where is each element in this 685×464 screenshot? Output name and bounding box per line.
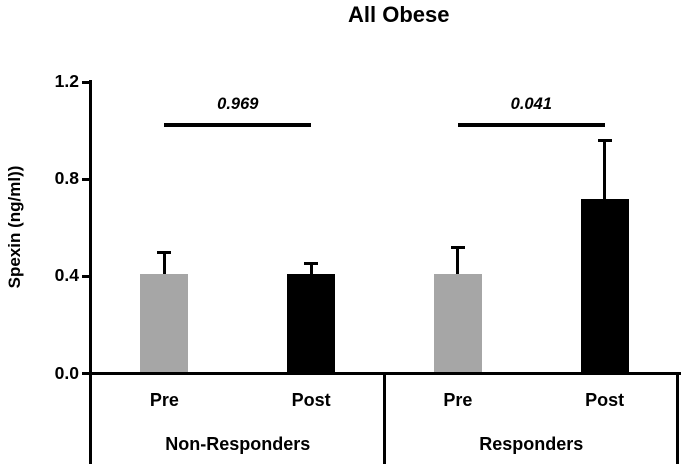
bar-post-non-responders	[287, 273, 336, 375]
chart-title: All Obese	[348, 2, 450, 27]
group-divider-line	[383, 372, 386, 464]
y-tick-mark	[82, 274, 91, 278]
x-category-label-pre-non-responders: Pre	[149, 390, 179, 410]
error-bar-stem-post-responders	[603, 140, 607, 199]
y-tick-label: 1.2	[54, 71, 79, 91]
significance-line-responders	[457, 123, 605, 127]
y-tick-mark	[82, 177, 91, 181]
y-axis-line	[89, 80, 92, 464]
group-label-non-responders: Non-Responders	[165, 434, 311, 454]
bar-pre-responders	[433, 273, 482, 375]
y-tick-label: 0.8	[54, 168, 79, 189]
x-category-label-pre-responders: Pre	[443, 390, 473, 410]
bar-post-responders	[580, 198, 629, 375]
significance-line-non-responders	[164, 123, 312, 127]
x-axis-line	[89, 372, 681, 375]
error-bar-cap-pre-non-responders	[157, 250, 172, 254]
y-tick-mark	[82, 80, 91, 84]
error-bar-cap-pre-responders	[450, 245, 465, 249]
error-bar-cap-post-non-responders	[304, 261, 319, 265]
p-value-label-non-responders: 0.969	[217, 95, 259, 113]
error-bar-stem-pre-responders	[456, 247, 460, 274]
y-tick-label: 0.0	[54, 362, 79, 383]
y-tick-mark	[82, 372, 91, 375]
error-bar-stem-pre-non-responders	[162, 252, 166, 274]
p-value-label-responders: 0.041	[510, 95, 552, 113]
bar-pre-non-responders	[140, 273, 189, 375]
group-label-responders: Responders	[479, 434, 584, 454]
category-table-right-border	[676, 372, 679, 464]
x-category-label-post-responders: Post	[585, 390, 625, 410]
error-bar-stem-post-non-responders	[309, 263, 313, 274]
y-tick-label: 0.4	[54, 265, 79, 286]
error-bar-cap-post-responders	[597, 138, 612, 142]
x-category-label-post-non-responders: Post	[291, 390, 331, 410]
